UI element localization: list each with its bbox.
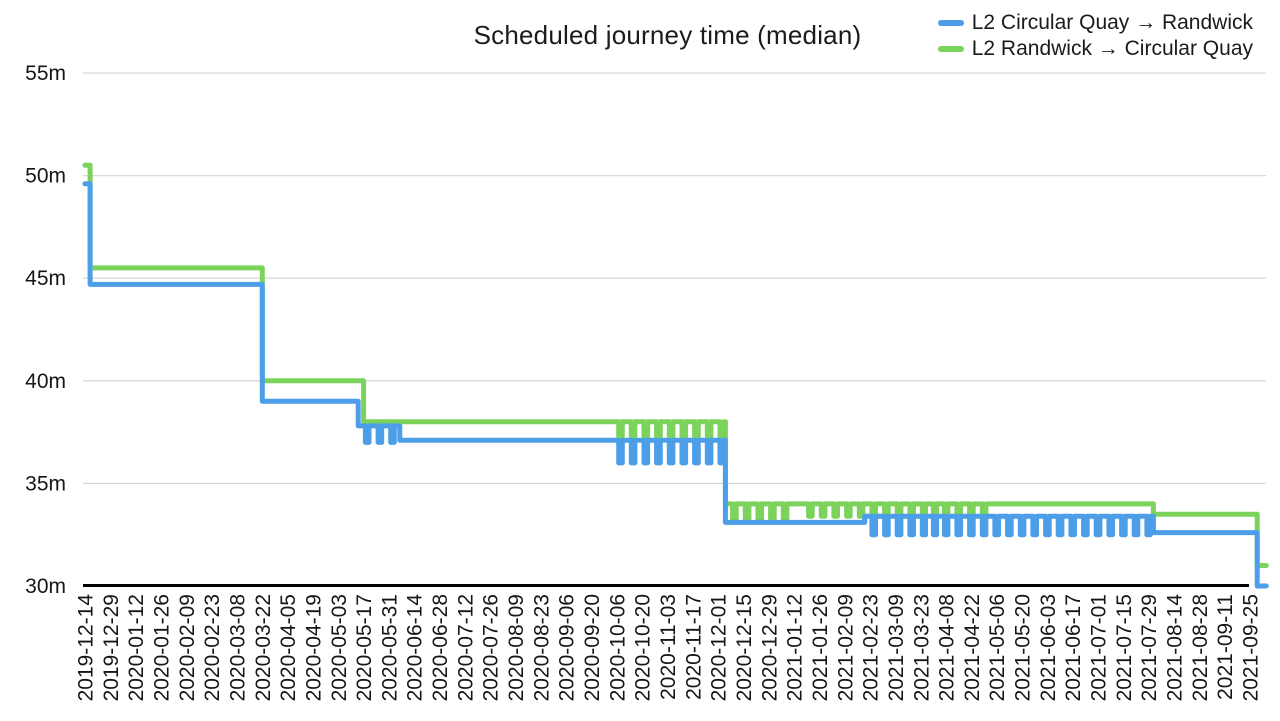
x-tick-label: 2021-01-12: [784, 594, 807, 701]
x-tick-label: 2021-06-03: [1037, 594, 1060, 701]
series-line-circular-quay-to-randwick: [82, 181, 1269, 589]
x-tick-label: 2021-09-11: [1214, 594, 1237, 700]
x-tick-label: 2020-11-03: [657, 594, 680, 700]
x-tick-label: 2020-08-09: [505, 594, 528, 701]
legend-label: L2 Circular Quay → Randwick: [971, 11, 1253, 34]
x-tick-label: 2020-01-12: [125, 594, 148, 701]
x-tick-label: 2020-05-03: [328, 594, 351, 701]
chart-title: Scheduled journey time (median): [473, 20, 862, 50]
y-tick-label: 55m: [25, 62, 66, 85]
x-tick-label: 2020-09-20: [581, 594, 604, 701]
x-tick-label: 2021-02-23: [860, 594, 883, 701]
x-tick-label: 2020-11-17: [682, 594, 705, 700]
x-tick-label: 2021-07-15: [1113, 594, 1136, 701]
x-tick-label: 2021-09-25: [1240, 594, 1263, 701]
legend: L2 Circular Quay → Randwick L2 Randwick …: [937, 10, 1253, 62]
x-tick-label: 2020-08-23: [530, 594, 553, 701]
x-tick-label: 2020-04-19: [302, 594, 325, 701]
x-tick-label: 2020-10-20: [632, 594, 655, 701]
x-tick-label: 2021-02-09: [834, 594, 857, 701]
x-tick-label: 2020-06-28: [429, 594, 452, 701]
x-tick-label: 2021-04-22: [961, 594, 984, 701]
x-tick-label: 2020-12-01: [708, 594, 731, 701]
x-tick-label: 2020-03-08: [226, 594, 249, 701]
x-tick-label: 2021-01-26: [809, 594, 832, 701]
legend-item-randwick-to-circular-quay: L2 Randwick → Circular Quay: [937, 36, 1253, 62]
x-tick-label: 2019-12-14: [75, 594, 98, 702]
x-tick-label: 2020-10-06: [606, 594, 629, 701]
x-tick-label: 2020-12-15: [733, 594, 756, 701]
x-tick-label: 2020-04-05: [277, 594, 300, 701]
legend-swatch-blue: [937, 20, 964, 26]
x-tick-label: 2021-03-23: [910, 594, 933, 701]
x-tick-label: 2021-08-28: [1189, 594, 1212, 701]
legend-label: L2 Randwick → Circular Quay: [971, 37, 1253, 60]
x-tick-label: 2021-07-01: [1088, 594, 1111, 701]
x-tick-label: 2021-03-09: [885, 594, 908, 701]
y-tick-label: 50m: [25, 165, 66, 188]
legend-item-circular-quay-to-randwick: L2 Circular Quay → Randwick: [937, 10, 1253, 36]
x-tick-label: 2021-05-06: [986, 594, 1009, 701]
x-tick-label: 2021-08-14: [1164, 594, 1187, 702]
y-tick-label: 30m: [25, 575, 66, 598]
x-tick-label: 2020-07-12: [454, 594, 477, 701]
x-tick-label: 2019-12-29: [100, 594, 123, 701]
x-tick-label: 2021-05-20: [1012, 594, 1035, 701]
x-tick-label: 2020-05-17: [353, 594, 376, 701]
x-tick-label: 2020-09-06: [556, 594, 579, 701]
legend-swatch-green: [937, 46, 964, 52]
x-tick-label: 2021-06-17: [1062, 594, 1085, 701]
y-tick-label: 35m: [25, 472, 66, 495]
x-tick-label: 2020-12-29: [758, 594, 781, 701]
x-tick-label: 2020-03-22: [252, 594, 275, 701]
x-tick-label: 2020-06-14: [404, 594, 427, 702]
x-tick-label: 2020-02-09: [176, 594, 199, 701]
y-tick-label: 45m: [25, 267, 66, 290]
x-tick-label: 2020-01-26: [150, 594, 173, 701]
x-tick-label: 2021-07-29: [1138, 594, 1161, 701]
x-tick-label: 2020-07-26: [480, 594, 503, 701]
y-tick-label: 40m: [25, 370, 66, 393]
x-tick-label: 2020-05-31: [378, 594, 401, 701]
x-tick-label: 2021-04-08: [936, 594, 959, 701]
series-line-randwick-to-circular-quay: [82, 162, 1269, 568]
x-tick-label: 2020-02-23: [201, 594, 224, 701]
